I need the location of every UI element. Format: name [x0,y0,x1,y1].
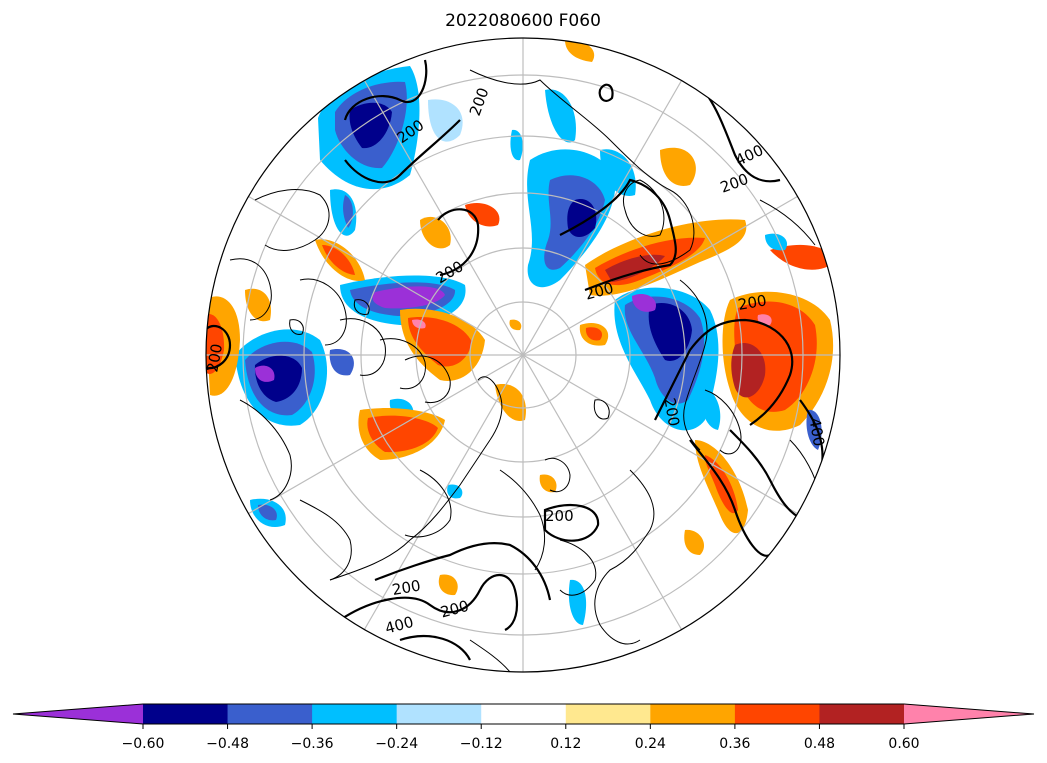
field-patch [245,288,271,322]
field-patch [206,314,225,374]
contour-label: 200 [545,507,574,525]
field-patch [660,147,696,186]
field-patch [605,254,665,282]
contour-labels: 200 200 400 200 200 200 200 200 200 400 … [203,85,828,637]
map-boundary [205,37,841,673]
colorbar-extend-min [13,704,143,724]
field-patch [509,319,522,331]
field-patch [322,245,355,275]
colorbar-tick-label: −0.48 [206,736,249,752]
field-patch [255,365,275,382]
field-patch [545,89,576,143]
colorbar-bin [143,704,229,724]
colorbar-tick-label: −0.36 [291,736,334,752]
contour-label: 200 [737,291,768,314]
colorbar-extend-max [904,704,1034,724]
field-patch [568,579,587,625]
colorbar-tick-label: 0.24 [635,736,666,752]
contours [206,59,824,661]
field-patch [806,409,822,450]
colorbar-tick-label: 0.36 [719,736,750,752]
colorbar-bin [650,704,736,724]
polar-map: 200 200 400 200 200 200 200 200 200 400 … [203,38,840,672]
field-patch [565,39,595,62]
field-patch [367,415,438,453]
field-patch [408,317,472,367]
field-patch [258,504,277,521]
field-patch [372,286,445,309]
contour-label: 200 [660,396,683,427]
field-patch [329,349,354,376]
field-patch [632,293,656,312]
colorbar-tick-label: 0.12 [550,736,581,752]
colorbar-tick-label: −0.60 [122,736,165,752]
colorbar-tick-label: −0.12 [460,736,503,752]
field-patch [428,99,463,142]
colorbar-bin [312,704,398,724]
field-patch [412,319,426,329]
field-patch [495,384,526,421]
field-patch [770,244,835,270]
field-patch [684,529,705,555]
colorbar-bin [227,704,313,724]
colorbar-bin [734,704,820,724]
field-patch [465,202,500,227]
field-patch [510,129,523,161]
field-patch [539,474,557,493]
contour-label: 400 [805,416,828,447]
coastlines [229,69,821,672]
colorbar-tick-label: 0.60 [888,736,919,752]
field-patch [585,327,603,341]
colorbar-bin [819,704,905,724]
map-title: 2022080600 F060 [445,11,601,31]
colorbar-bin [396,704,482,724]
colorbar: −0.60 −0.48 −0.36 −0.24 −0.12 0.12 0.24 0.36 0.4… [12,703,1035,752]
colorbar-bin [481,704,567,724]
contour-label: 200 [391,576,422,599]
colorbar-tick-label: 0.48 [804,736,835,752]
colorbar-bin [565,704,651,724]
field-patch [420,216,451,249]
field-patch [438,574,458,596]
field-patch [349,102,392,149]
field-patch [699,385,721,430]
contour-label: 200 [203,342,226,373]
colorbar-tick-label: −0.24 [375,736,418,752]
